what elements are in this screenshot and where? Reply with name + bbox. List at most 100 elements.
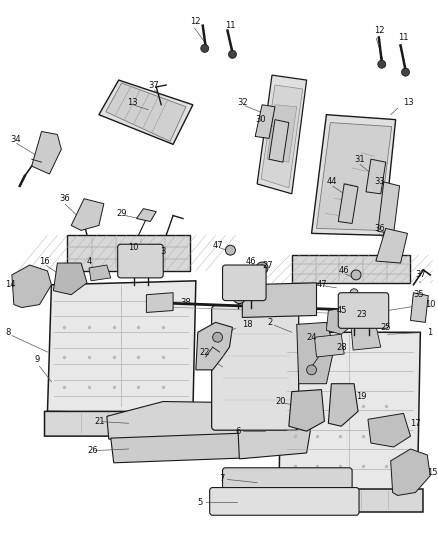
Text: 7: 7 <box>219 474 225 483</box>
Text: 11: 11 <box>226 21 236 30</box>
FancyBboxPatch shape <box>223 468 352 496</box>
Text: 37: 37 <box>148 80 159 90</box>
Polygon shape <box>47 281 196 414</box>
Text: 13: 13 <box>127 98 137 107</box>
Circle shape <box>351 270 361 280</box>
Circle shape <box>256 262 268 274</box>
Text: 33: 33 <box>374 177 385 187</box>
Polygon shape <box>32 132 61 174</box>
Text: 35: 35 <box>413 290 424 299</box>
Polygon shape <box>328 384 358 426</box>
Circle shape <box>343 310 353 319</box>
Text: 36: 36 <box>374 224 385 233</box>
Polygon shape <box>12 265 51 308</box>
Polygon shape <box>89 265 111 281</box>
Text: 10: 10 <box>129 243 139 252</box>
Text: 46: 46 <box>338 266 349 276</box>
Circle shape <box>402 68 410 76</box>
Text: 20: 20 <box>275 397 286 406</box>
Polygon shape <box>289 390 325 431</box>
Text: 25: 25 <box>381 323 391 332</box>
Text: 10: 10 <box>425 300 436 309</box>
Polygon shape <box>242 283 317 318</box>
Circle shape <box>233 292 245 304</box>
Circle shape <box>229 51 237 58</box>
Text: 47: 47 <box>213 241 223 250</box>
Polygon shape <box>378 182 399 233</box>
Text: 15: 15 <box>427 468 438 477</box>
Text: 29: 29 <box>117 209 127 218</box>
Text: 46: 46 <box>245 256 256 265</box>
Polygon shape <box>53 263 87 295</box>
Text: 32: 32 <box>237 98 248 107</box>
Text: 26: 26 <box>87 447 98 456</box>
Text: 2: 2 <box>267 318 272 327</box>
Text: 3: 3 <box>160 247 166 256</box>
Text: 16: 16 <box>39 256 50 265</box>
Text: 17: 17 <box>410 419 421 428</box>
Polygon shape <box>311 115 396 236</box>
Polygon shape <box>261 85 303 188</box>
Polygon shape <box>292 255 410 283</box>
Text: 34: 34 <box>10 135 21 144</box>
Text: 31: 31 <box>354 155 365 164</box>
Circle shape <box>350 289 358 297</box>
Circle shape <box>237 295 242 301</box>
Polygon shape <box>317 123 392 230</box>
FancyBboxPatch shape <box>223 265 266 301</box>
Text: 23: 23 <box>356 310 367 319</box>
Text: 44: 44 <box>326 177 337 187</box>
Text: 1: 1 <box>427 328 433 337</box>
Text: 24: 24 <box>307 333 317 342</box>
Polygon shape <box>326 308 356 334</box>
Polygon shape <box>106 83 186 141</box>
Text: 37: 37 <box>415 270 426 279</box>
Text: 19: 19 <box>356 392 367 401</box>
Text: 8: 8 <box>5 328 11 337</box>
Polygon shape <box>137 208 156 222</box>
Text: 38: 38 <box>180 298 191 307</box>
Text: 18: 18 <box>242 320 253 329</box>
Text: 4: 4 <box>87 256 92 265</box>
Polygon shape <box>361 297 376 314</box>
Polygon shape <box>99 80 193 144</box>
Text: 22: 22 <box>200 348 210 357</box>
Polygon shape <box>391 449 430 496</box>
Text: 11: 11 <box>398 33 408 42</box>
Text: 9: 9 <box>35 356 40 365</box>
Text: 13: 13 <box>403 98 414 107</box>
Polygon shape <box>267 489 423 512</box>
Polygon shape <box>376 229 407 263</box>
Text: 21: 21 <box>94 417 104 426</box>
Text: 12: 12 <box>190 17 201 26</box>
Text: 5: 5 <box>198 498 203 507</box>
Polygon shape <box>71 199 104 230</box>
Text: 36: 36 <box>59 194 70 203</box>
Polygon shape <box>297 322 334 384</box>
Polygon shape <box>107 401 302 439</box>
Polygon shape <box>45 411 203 436</box>
Text: 45: 45 <box>336 306 347 315</box>
Text: 28: 28 <box>336 343 347 352</box>
Polygon shape <box>196 322 233 370</box>
Circle shape <box>226 245 235 255</box>
FancyBboxPatch shape <box>212 305 299 430</box>
Polygon shape <box>255 105 275 139</box>
Text: 30: 30 <box>255 115 266 124</box>
Polygon shape <box>351 325 381 350</box>
Polygon shape <box>111 433 247 463</box>
FancyBboxPatch shape <box>118 244 163 278</box>
Polygon shape <box>146 293 173 312</box>
Polygon shape <box>237 401 311 459</box>
Text: 27: 27 <box>262 261 273 270</box>
Polygon shape <box>269 119 289 162</box>
Polygon shape <box>368 414 410 447</box>
Polygon shape <box>314 334 344 357</box>
Circle shape <box>378 60 386 68</box>
Polygon shape <box>67 236 190 271</box>
Text: 14: 14 <box>5 280 15 289</box>
Circle shape <box>259 265 265 271</box>
FancyBboxPatch shape <box>338 293 389 328</box>
Text: 47: 47 <box>317 280 327 289</box>
Polygon shape <box>267 105 297 162</box>
